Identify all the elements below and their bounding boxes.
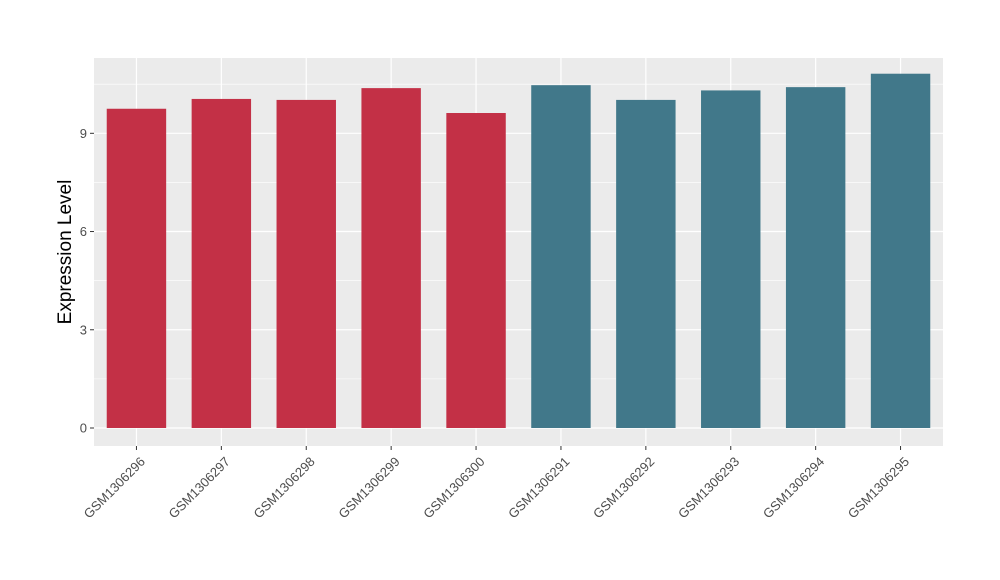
- y-tick-label: 3: [80, 322, 87, 337]
- x-tick-label: GSM1306300: [420, 454, 487, 521]
- y-tick-label: 6: [80, 224, 87, 239]
- y-axis-title: Expression Level: [55, 180, 76, 325]
- bar-GSM1306296: [106, 108, 167, 428]
- bar-GSM1306297: [191, 98, 252, 428]
- x-tick-label: GSM1306297: [166, 454, 233, 521]
- bar-GSM1306300: [446, 113, 506, 428]
- bars: [106, 73, 931, 428]
- x-tick-label: GSM1306293: [675, 454, 742, 521]
- x-tick-label: GSM1306299: [335, 454, 402, 521]
- bar-GSM1306294: [785, 87, 846, 428]
- x-tick-label: GSM1306292: [590, 454, 657, 521]
- x-tick-label: GSM1306294: [760, 454, 827, 521]
- x-tick-label: GSM1306291: [505, 454, 572, 521]
- bar-GSM1306295: [870, 73, 931, 428]
- bar-GSM1306299: [361, 88, 421, 428]
- bar-GSM1306291: [531, 85, 591, 428]
- y-tick-label: 0: [80, 420, 87, 435]
- x-tick-label: GSM1306298: [250, 454, 317, 521]
- x-tick-label: GSM1306296: [81, 454, 148, 521]
- x-axis: GSM1306296 GSM1306297 GSM1306298 GSM1306299…: [81, 446, 912, 521]
- bar-GSM1306293: [701, 90, 761, 428]
- x-tick-label: GSM1306295: [845, 454, 912, 521]
- y-tick-label: 9: [80, 126, 87, 141]
- y-axis: 0 3 6 9: [80, 126, 94, 435]
- bar-GSM1306298: [276, 99, 336, 428]
- bar-GSM1306292: [616, 99, 676, 428]
